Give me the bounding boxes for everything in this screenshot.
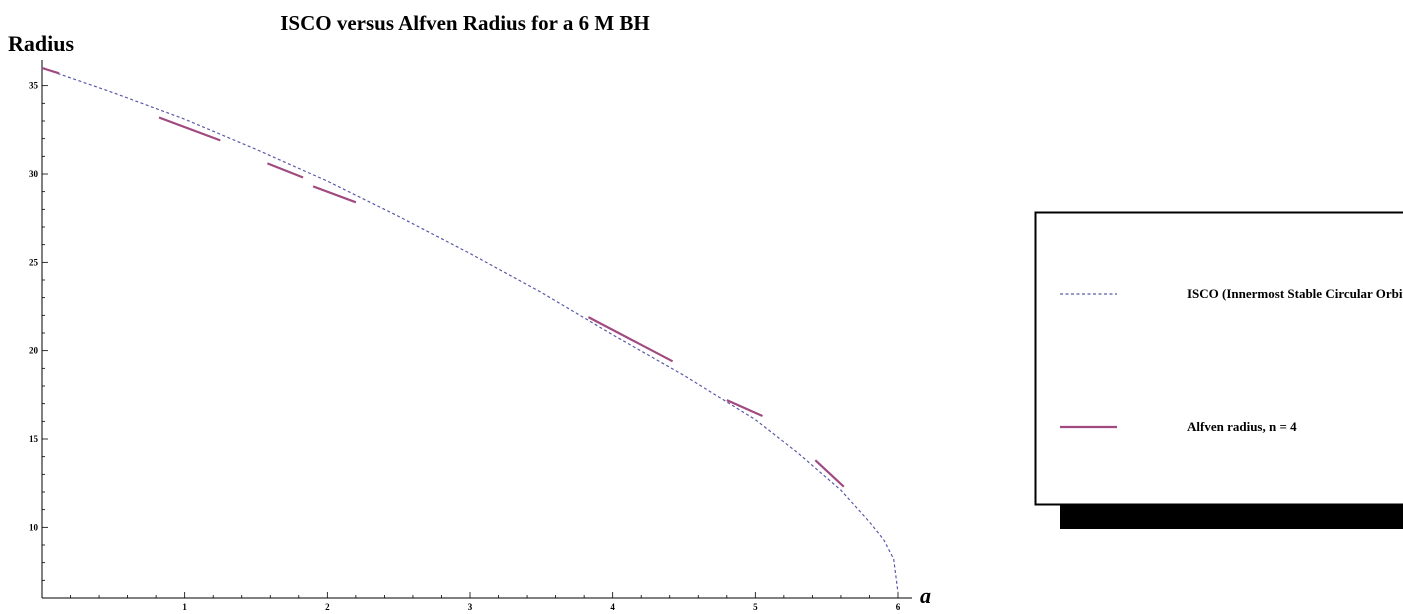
series-alfven-segment: [814, 459, 845, 488]
y-tick-label: 20: [29, 346, 39, 356]
x-tick-label: 4: [610, 602, 615, 612]
y-tick-labels: 10 15 20 25 30 35: [29, 81, 39, 533]
series-alfven-segment: [158, 116, 221, 142]
legend: ISCO (Innermost Stable Circular Orbit) A…: [1034, 211, 1403, 529]
y-axis-label: Radius: [8, 31, 74, 56]
legend-box: [1034, 211, 1403, 506]
y-tick-label: 30: [29, 169, 39, 179]
x-tick-label: 6: [896, 602, 901, 612]
y-tick-label: 10: [29, 522, 39, 532]
y-axis: [41, 60, 48, 598]
y-tick-label: 25: [29, 257, 39, 267]
legend-label-alfven: Alfven radius, n = 4: [1187, 419, 1297, 434]
x-tick-labels: 1 2 3 4 5 6: [182, 602, 900, 612]
series-alfven-segment: [41, 66, 60, 75]
legend-label-isco: ISCO (Innermost Stable Circular Orbit): [1187, 286, 1403, 301]
x-axis-label: a: [920, 583, 931, 608]
chart-title: ISCO versus Alfven Radius for a 6 M BH: [280, 11, 649, 35]
series-alfven-segment: [726, 399, 763, 418]
series-alfven-segment: [312, 185, 357, 204]
x-tick-label: 1: [182, 602, 187, 612]
x-tick-label: 5: [753, 602, 758, 612]
series-alfven-segment: [587, 316, 674, 363]
x-tick-label: 2: [325, 602, 330, 612]
x-tick-label: 3: [468, 602, 473, 612]
plot-series: [41, 66, 899, 593]
series-alfven-segment: [266, 162, 304, 179]
legend-shadow: [1060, 503, 1403, 529]
x-axis: [41, 592, 912, 599]
y-tick-label: 35: [29, 81, 39, 91]
series-isco-line: [41, 67, 899, 593]
y-tick-label: 15: [29, 434, 39, 444]
